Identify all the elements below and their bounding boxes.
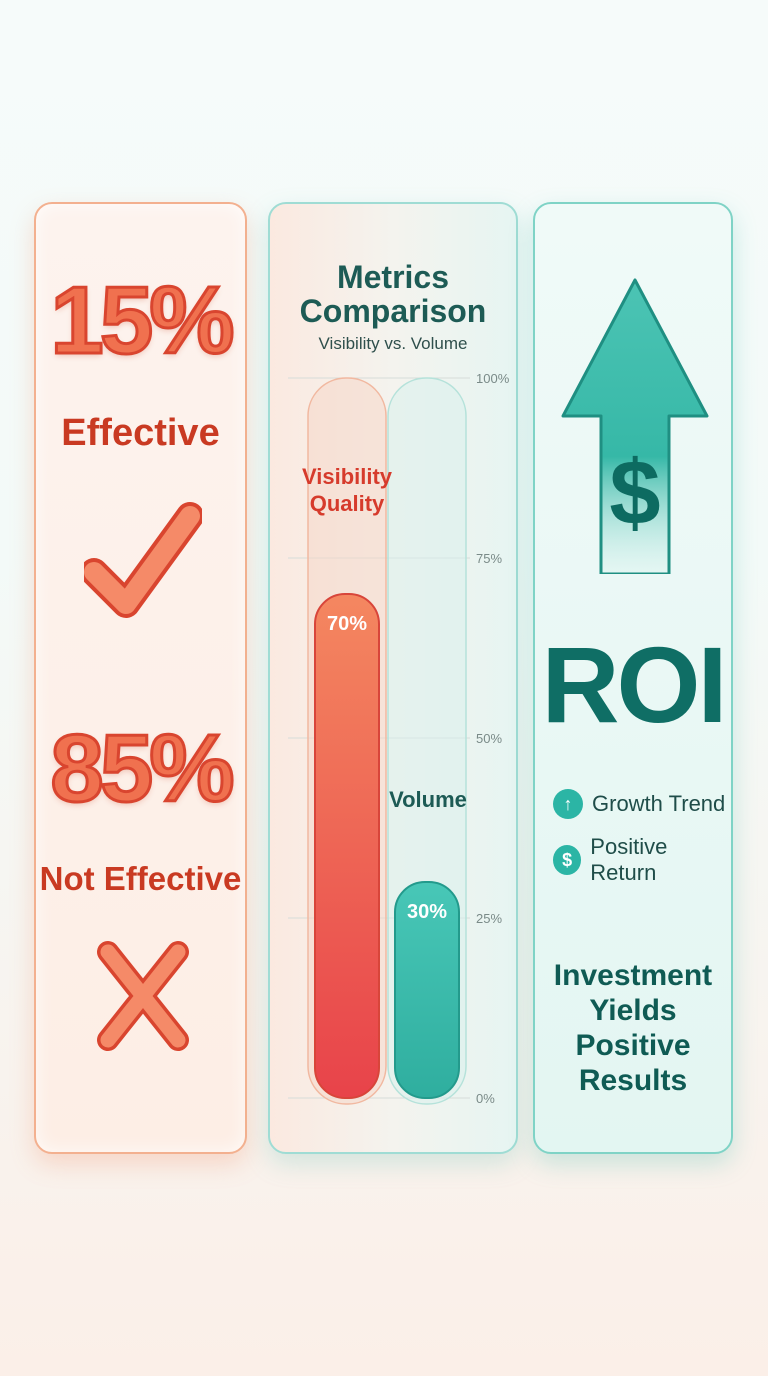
y-tick-label: 75%	[476, 551, 502, 566]
not-effective-label: Not Effective	[39, 860, 242, 897]
legend-label: Growth Trend	[592, 791, 726, 816]
roi-label: ROI	[541, 624, 727, 745]
y-tick-label: 0%	[476, 1091, 495, 1106]
legend-growth-trend: ↑ Growth Trend	[553, 789, 725, 819]
legend-label: Positive Return	[590, 834, 668, 885]
category-label-volume: Volume	[389, 787, 467, 812]
effective-percent: 15%	[49, 266, 236, 376]
closing-statement: Investment Yields Positive Results	[553, 959, 713, 1097]
check-icon	[84, 502, 202, 618]
not-effective-percent: 85%	[49, 714, 236, 824]
chart-subtitle: Visibility vs. Volume	[318, 334, 468, 353]
y-tick-label: 50%	[476, 731, 502, 746]
y-tick-label: 25%	[476, 911, 502, 926]
arrow-up-icon: ↑	[553, 789, 583, 819]
dollar-up-arrow-icon: $	[561, 278, 709, 574]
cross-icon	[97, 941, 189, 1051]
bar-visibility-quality	[314, 593, 380, 1099]
chart-title: Metrics Comparison	[299, 259, 487, 329]
legend-positive-return: $ Positive Return	[553, 834, 731, 886]
svg-text:$: $	[609, 442, 660, 544]
bar-chart: 0% 25% 50% 75% 100% 70% 30% Visibility Quality Vo…	[288, 371, 510, 1106]
metrics-chart-panel: Metrics Comparison Visibility vs. Volume…	[268, 202, 518, 1154]
effective-label: Effective	[61, 412, 220, 454]
roi-panel: $ ROI ↑ Growth Trend $ Positive Return I…	[533, 202, 733, 1154]
category-label-visibility-quality: Visibility Quality	[302, 464, 393, 516]
effectiveness-panel: 15% Effective 85% Not Effective	[34, 202, 247, 1154]
bar-value-label: 30%	[407, 901, 447, 923]
dollar-icon: $	[553, 845, 582, 875]
bar-volume	[394, 881, 460, 1099]
y-tick-label: 100%	[476, 371, 510, 386]
bar-value-label: 70%	[327, 613, 367, 635]
